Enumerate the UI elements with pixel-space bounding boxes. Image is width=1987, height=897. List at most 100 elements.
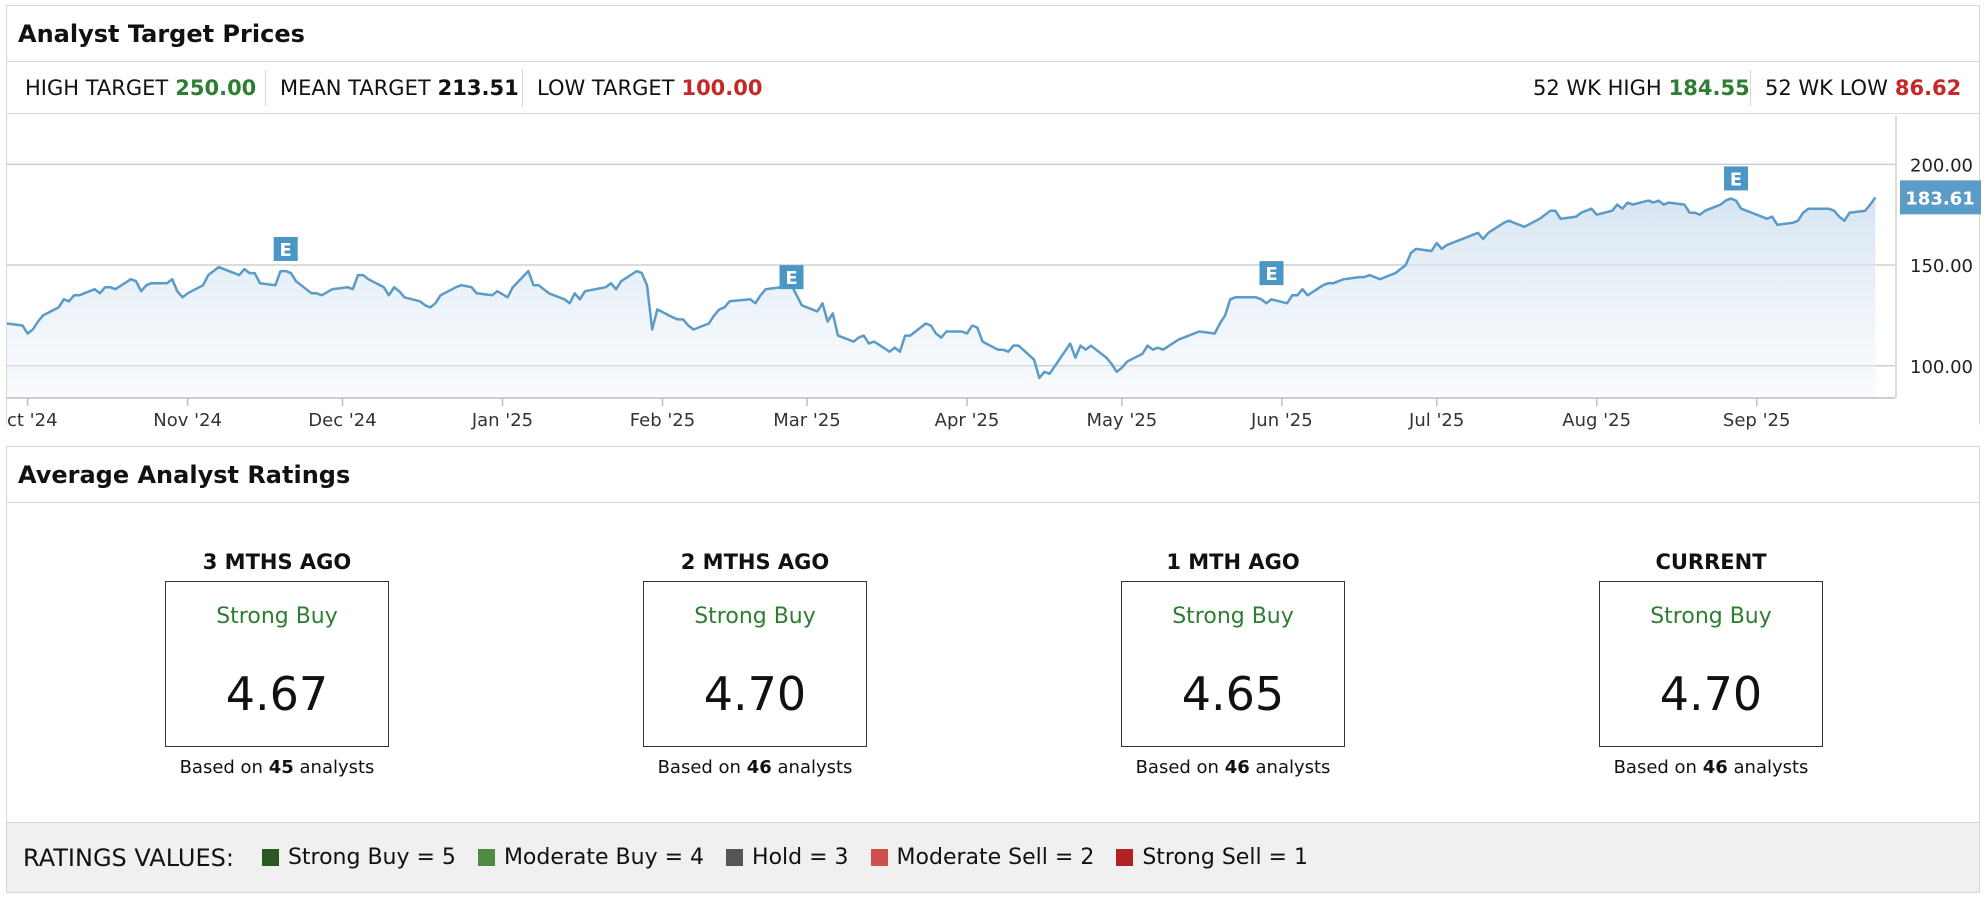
ratings-header: Average Analyst Ratings <box>7 447 1979 503</box>
rating-basis: Based on 46 analysts <box>1599 757 1823 778</box>
x-tick-label: Dec '24 <box>308 410 376 431</box>
rating-period-label: 2 MTHS AGO <box>680 550 830 574</box>
y-tick-label: 150.00 <box>1910 256 1973 277</box>
analyst-target-prices-panel: Analyst Target Prices HIGH TARGET 250.00… <box>6 5 1981 431</box>
legend-swatch <box>1116 849 1134 866</box>
average-analyst-ratings-panel: Average Analyst Ratings 3 MTHS AGO Stron… <box>6 446 1980 893</box>
legend-swatch <box>261 849 279 866</box>
rating-column-current: CURRENT Strong Buy 4.70 Based on 46 anal… <box>1599 547 1823 778</box>
earnings-markers: E E E E <box>273 166 1749 290</box>
x-tick-label: Apr '25 <box>935 410 1000 431</box>
price-line <box>7 196 1877 380</box>
earnings-marker-letter: E <box>1265 264 1277 285</box>
legend-label: Strong Sell = 1 <box>1142 845 1308 870</box>
earnings-marker[interactable]: E <box>1724 166 1749 191</box>
target-stats-row: HIGH TARGET 250.00 MEAN TARGET 213.51 LO… <box>7 62 1979 114</box>
analyst-count: 45 <box>268 757 294 778</box>
legend-swatch <box>477 849 495 866</box>
analyst-count: 46 <box>1224 757 1250 778</box>
rating-period-label: CURRENT <box>1655 550 1767 574</box>
rating-text: Strong Buy <box>1650 604 1772 629</box>
rating-box: Strong Buy 4.65 <box>1121 581 1345 747</box>
rating-score: 4.70 <box>1659 667 1763 721</box>
rating-period-label: 3 MTHS AGO <box>202 550 352 574</box>
mean-target-stat: MEAN TARGET 213.51 <box>265 70 533 106</box>
ratings-values-legend: RATINGS VALUES: Strong Buy = 5 Moderate … <box>7 822 1979 892</box>
high-target-value: 250.00 <box>175 76 257 100</box>
legend-label: Strong Buy = 5 <box>287 845 456 870</box>
rating-column-2-months-ago: 2 MTHS AGO Strong Buy 4.70 Based on 46 a… <box>643 547 867 778</box>
wk52-high-stat: 52 WK HIGH 184.55 <box>1519 62 1764 114</box>
earnings-marker-box <box>1724 166 1749 191</box>
x-tick-label: Nov '24 <box>153 410 222 431</box>
x-tick-label: Sep '25 <box>1723 410 1791 431</box>
x-tick-label: Jan '25 <box>471 410 533 431</box>
x-tick-label: Mar '25 <box>773 410 841 431</box>
earnings-marker-box <box>273 236 298 261</box>
rating-text: Strong Buy <box>694 604 816 629</box>
legend-label: Moderate Buy = 4 <box>503 845 705 870</box>
rating-score: 4.70 <box>703 667 807 721</box>
mean-target-value: 213.51 <box>437 76 519 100</box>
target-prices-title: Analyst Target Prices <box>18 19 305 48</box>
legend-item-strong-sell: Strong Sell = 1 <box>1116 845 1308 870</box>
earnings-marker-box <box>1259 261 1284 286</box>
legend-title: RATINGS VALUES: <box>23 843 234 872</box>
rating-box: Strong Buy 4.70 <box>643 581 867 747</box>
rating-basis: Based on 46 analysts <box>1121 757 1345 778</box>
high-target-stat: HIGH TARGET 250.00 <box>11 62 270 114</box>
wk52-low-value: 86.62 <box>1894 76 1962 100</box>
basis-suffix: analysts <box>299 757 375 778</box>
rating-text: Strong Buy <box>1172 604 1294 629</box>
x-tick-label: Aug '25 <box>1562 410 1631 431</box>
y-tick-label: 100.00 <box>1910 357 1973 378</box>
legend-label: Hold = 3 <box>752 845 849 870</box>
basis-prefix: Based on <box>657 757 741 778</box>
high-target-label: HIGH TARGET <box>25 76 169 100</box>
earnings-marker[interactable]: E <box>273 236 298 261</box>
legend-item-moderate-buy: Moderate Buy = 4 <box>477 845 705 870</box>
price-area <box>7 196 1877 398</box>
y-tick-label: 200.00 <box>1910 155 1973 176</box>
low-target-stat: LOW TARGET 100.00 <box>522 70 777 106</box>
rating-box: Strong Buy 4.70 <box>1599 581 1823 747</box>
current-price-label: 183.61 <box>1900 180 1981 215</box>
price-chart[interactable]: 200.00 150.00 100.00 ct '24 Nov '24 Dec '24 Ja… <box>7 116 1981 431</box>
wk52-high-value: 184.55 <box>1668 76 1750 100</box>
rating-period-label: 1 MTH AGO <box>1166 550 1300 574</box>
basis-suffix: analysts <box>777 757 853 778</box>
x-tick-label: Feb '25 <box>630 410 695 431</box>
earnings-marker-box <box>779 265 804 290</box>
basis-prefix: Based on <box>1613 757 1697 778</box>
target-prices-header: Analyst Target Prices <box>7 6 1979 62</box>
earnings-marker-letter: E <box>280 240 292 261</box>
chart-axes: 200.00 150.00 100.00 ct '24 Nov '24 Dec '24 Ja… <box>7 116 1973 431</box>
basis-suffix: analysts <box>1733 757 1809 778</box>
legend-swatch <box>726 849 744 866</box>
ratings-title: Average Analyst Ratings <box>18 460 351 489</box>
legend-label: Moderate Sell = 2 <box>896 845 1095 870</box>
mean-target-label: MEAN TARGET <box>280 76 431 100</box>
legend-item-hold: Hold = 3 <box>726 845 849 870</box>
analyst-count: 46 <box>746 757 772 778</box>
legend-item-moderate-sell: Moderate Sell = 2 <box>870 845 1095 870</box>
rating-text: Strong Buy <box>216 604 338 629</box>
price-area-fill <box>7 197 1876 398</box>
rating-column-1-month-ago: 1 MTH AGO Strong Buy 4.65 Based on 46 an… <box>1121 547 1345 778</box>
earnings-marker[interactable]: E <box>1259 261 1284 286</box>
earnings-marker[interactable]: E <box>779 265 804 290</box>
rating-score: 4.67 <box>225 667 329 721</box>
earnings-marker-letter: E <box>785 268 797 289</box>
rating-column-3-months-ago: 3 MTHS AGO Strong Buy 4.67 Based on 45 a… <box>165 547 389 778</box>
legend-item-strong-buy: Strong Buy = 5 <box>261 845 456 870</box>
rating-score: 4.65 <box>1181 667 1285 721</box>
rating-box: Strong Buy 4.67 <box>165 581 389 747</box>
current-price-value: 183.61 <box>1905 188 1974 209</box>
low-target-value: 100.00 <box>681 76 763 100</box>
rating-basis: Based on 45 analysts <box>165 757 389 778</box>
analyst-count: 46 <box>1702 757 1728 778</box>
legend-swatch <box>870 849 888 866</box>
wk52-low-stat: 52 WK LOW 86.62 <box>1750 70 1975 106</box>
earnings-marker-letter: E <box>1730 169 1742 190</box>
current-price-box <box>1900 180 1981 215</box>
